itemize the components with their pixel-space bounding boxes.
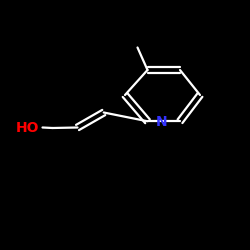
Text: N: N [156,116,168,130]
Text: HO: HO [16,120,39,134]
